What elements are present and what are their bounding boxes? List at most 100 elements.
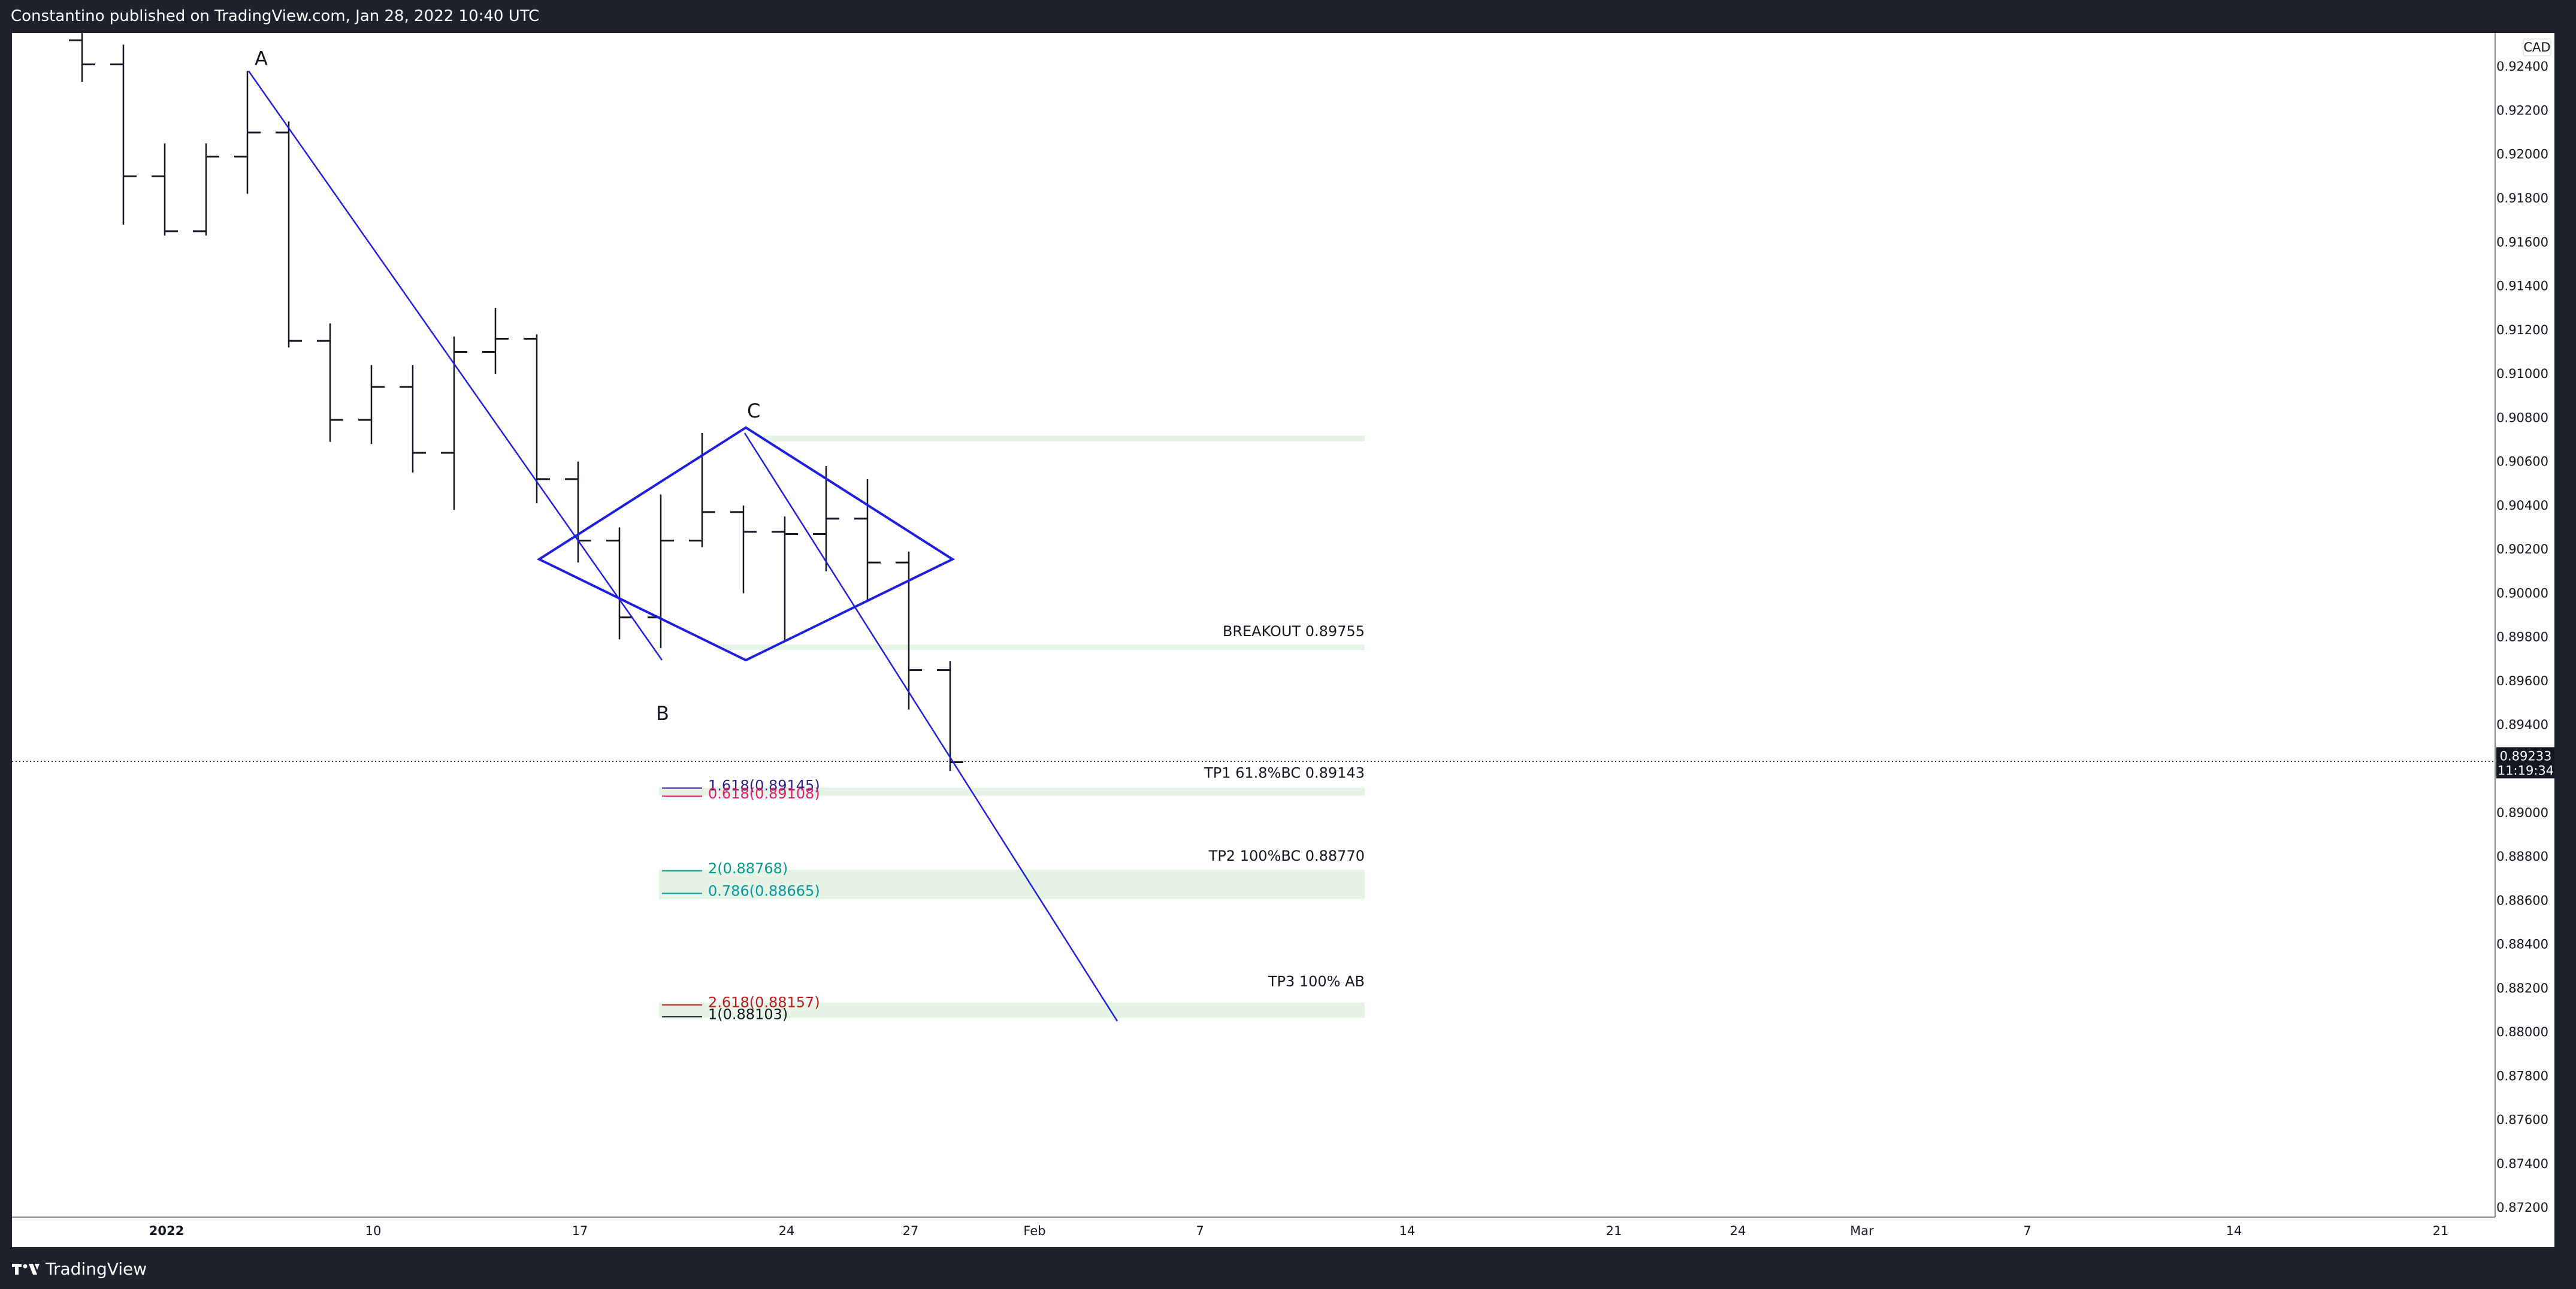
price-tick-label: 0.87400 [2496, 1157, 2548, 1171]
ohlc-bar [606, 527, 633, 640]
tp2-zone [659, 869, 1365, 900]
ohlc-bar [441, 336, 467, 510]
fib-level-label: 2(0.88768) [708, 860, 788, 877]
ohlc-bar [689, 432, 715, 547]
price-bars [69, 33, 963, 771]
fib-level-label: 0.618(0.89108) [708, 785, 820, 802]
price-tick-label: 0.90800 [2496, 410, 2548, 425]
time-tick-label: 17 [572, 1224, 588, 1238]
ohlc-bar [400, 365, 426, 473]
time-tick-label: 2022 [149, 1224, 184, 1238]
ohlc-bar [565, 461, 591, 563]
price-tick-label: 0.91400 [2496, 279, 2548, 293]
breakout-label: BREAKOUT 0.89755 [1223, 623, 1365, 640]
last-price-tag-box [2496, 747, 2554, 779]
tp3-zone [659, 1002, 1365, 1018]
price-tick-label: 0.91600 [2496, 235, 2548, 249]
ohlc-bar [276, 121, 302, 348]
fib-level-label: 2.618(0.88157) [708, 994, 820, 1011]
tradingview-logo-icon [12, 1263, 40, 1275]
point-label-a: A [255, 47, 268, 70]
time-tick-label: 21 [1606, 1224, 1622, 1238]
time-tick-label: Mar [1850, 1224, 1874, 1238]
fib-level-label: 1.618(0.89145) [708, 777, 820, 794]
time-tick-label: 7 [2023, 1224, 2031, 1238]
ohlc-bar [730, 505, 757, 594]
time-tick-label: Feb [1023, 1224, 1045, 1238]
tp1-zone [659, 787, 1365, 796]
price-tick-label: 0.90000 [2496, 586, 2548, 600]
ab-trendline [247, 70, 663, 661]
ohlc-bar [358, 365, 385, 444]
time-tick-label: 14 [2226, 1224, 2242, 1238]
ohlc-bar [854, 479, 881, 603]
price-tick-label: 0.89000 [2496, 806, 2548, 820]
ohlc-bar [234, 71, 261, 194]
time-tick-label: 24 [1730, 1224, 1746, 1238]
price-tick-label: 0.89600 [2496, 674, 2548, 688]
ohlc-bar [69, 33, 95, 82]
ohlc-bar [193, 143, 219, 236]
breakout-zone [720, 644, 1365, 650]
point-label-c: C [747, 400, 760, 422]
price-tick-label: 0.91200 [2496, 323, 2548, 337]
bottom-bar: TradingView [0, 1247, 2576, 1289]
ohlc-bar [317, 323, 343, 442]
top-bar: Constantino published on TradingView.com… [0, 0, 2576, 33]
ohlc-bar [482, 308, 509, 374]
pattern-annotations: A B C BREAKOUT 0.89755 TP1 61.8%BC 0.89143 TP… [12, 47, 2495, 1022]
fib-level-label: 1(0.88103) [708, 1006, 788, 1022]
price-tick-label: 0.88000 [2496, 1025, 2548, 1039]
tp2-label: TP2 100%BC 0.88770 [1208, 848, 1365, 864]
price-tick-label: 0.92200 [2496, 103, 2548, 117]
price-tick-label: 0.87800 [2496, 1069, 2548, 1083]
tp3-label: TP3 100% AB [1268, 973, 1365, 990]
ohlc-bar [152, 143, 178, 236]
tradingview-logo[interactable]: TradingView [12, 1259, 147, 1279]
ohlc-bar [772, 516, 798, 642]
price-tick-label: 0.91800 [2496, 191, 2548, 205]
chart-area[interactable]: A B C BREAKOUT 0.89755 TP1 61.8%BC 0.89143 TP… [12, 33, 2554, 1247]
price-tick-label: 0.89800 [2496, 630, 2548, 644]
ohlc-bar [648, 494, 674, 649]
time-tick-label: 10 [365, 1224, 382, 1238]
last-price-countdown: 11:19:34 [2498, 763, 2554, 777]
price-tick-label: 0.90600 [2496, 455, 2548, 469]
target-zones [659, 435, 1365, 1018]
last-price-value: 0.89233 [2500, 749, 2552, 763]
chart-canvas[interactable]: A B C BREAKOUT 0.89755 TP1 61.8%BC 0.89143 TP… [12, 33, 2554, 1247]
currency-badge-box [2523, 38, 2551, 56]
price-tick-label: 0.88400 [2496, 937, 2548, 952]
price-tick-label: 0.89400 [2496, 718, 2548, 732]
time-tick-label: 7 [1196, 1224, 1204, 1238]
cd-projection-line [743, 432, 1118, 1022]
published-info: Constantino published on TradingView.com… [11, 7, 540, 25]
brand-name: TradingView [46, 1259, 147, 1279]
time-axis: 2022 10 17 24 27 Feb 7 14 21 24 Mar 7 14 21 [12, 1217, 2495, 1238]
currency-badge: CAD [2523, 38, 2551, 56]
ohlc-bar [110, 44, 137, 225]
point-label-b: B [656, 702, 669, 725]
price-tick-label: 0.88600 [2496, 893, 2548, 907]
price-tick-label: 0.90200 [2496, 542, 2548, 556]
time-tick-label: 14 [1399, 1224, 1416, 1238]
price-axis: 0.92400 0.92200 0.92000 0.91800 0.91600 0.914… [2495, 33, 2554, 1217]
price-tick-label: 0.92400 [2496, 59, 2548, 74]
price-tick-label: 0.88200 [2496, 981, 2548, 996]
tp1-label: TP1 61.8%BC 0.89143 [1204, 764, 1365, 781]
price-tick-label: 0.92000 [2496, 147, 2548, 162]
fib-level-label: 0.786(0.88665) [708, 882, 820, 899]
ohlc-bar [524, 334, 550, 504]
time-tick-label: 21 [2433, 1224, 2449, 1238]
time-tick-label: 24 [779, 1224, 795, 1238]
diamond-pattern [536, 426, 956, 662]
time-tick-label: 27 [903, 1224, 919, 1238]
price-tick-label: 0.90400 [2496, 498, 2548, 513]
price-tick-label: 0.87600 [2496, 1113, 2548, 1127]
currency-label: CAD [2523, 40, 2550, 55]
price-tick-label: 0.91000 [2496, 367, 2548, 381]
price-tick-label: 0.87200 [2496, 1200, 2548, 1215]
ohlc-bar [813, 465, 839, 571]
upper-zone [761, 435, 1365, 442]
